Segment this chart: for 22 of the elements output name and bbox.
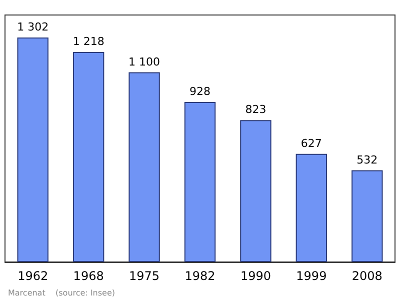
data-label: 1 302 [17, 20, 49, 34]
data-label: 1 100 [128, 55, 160, 68]
data-label: 627 [300, 136, 322, 150]
text: Marcenat (source: Insee) [8, 288, 116, 298]
data-label: 1 218 [72, 34, 104, 48]
data-label: 928 [190, 84, 210, 98]
x-tick-label: 1968 [73, 269, 104, 283]
bar [17, 37, 48, 262]
bar [184, 102, 216, 262]
bar [128, 72, 160, 262]
bar [296, 154, 328, 262]
x-tick-label: 1975 [129, 269, 160, 283]
bar [240, 120, 272, 262]
x-tick-label: 1999 [296, 269, 327, 283]
data-label: 823 [245, 103, 266, 116]
bar [72, 52, 104, 262]
x-tick-label: 1982 [184, 269, 216, 283]
bar [352, 170, 383, 262]
x-tick-label: 1962 [18, 269, 48, 283]
x-tick-label: 2008 [352, 269, 382, 283]
x-tick-label: 1990 [240, 269, 271, 283]
data-label: 532 [356, 153, 378, 166]
